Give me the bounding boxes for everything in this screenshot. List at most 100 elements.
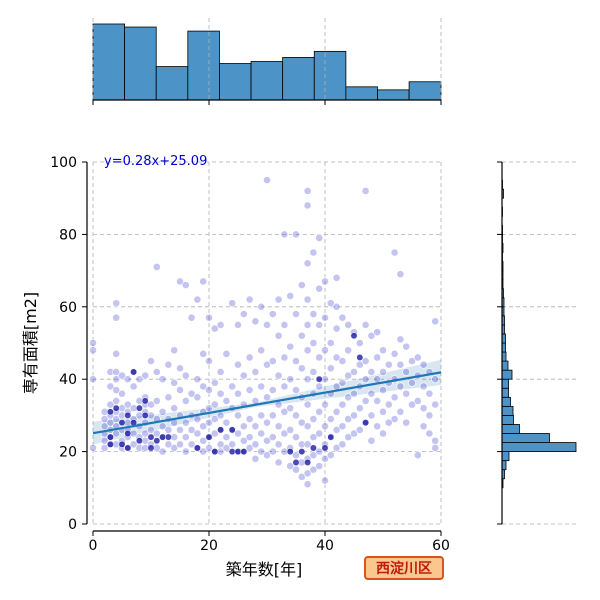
scatter-point	[286, 342, 295, 351]
scatter-point	[118, 389, 126, 398]
scatter-point	[396, 360, 405, 369]
scatter-point	[309, 465, 318, 474]
scatter-point-dense	[240, 448, 248, 456]
y-hist-bar	[501, 424, 520, 434]
scatter-point	[332, 324, 341, 333]
scatter-point-dense	[286, 448, 294, 456]
x-hist-bar	[92, 23, 126, 101]
scatter-point	[251, 422, 260, 431]
scatter-point	[297, 418, 306, 427]
scatter-point	[263, 436, 271, 445]
x-tick-label: 40	[316, 538, 334, 554]
area-badge: 西淀川区	[364, 556, 444, 580]
scatter-point	[361, 397, 370, 405]
scatter-point	[251, 317, 260, 326]
scatter-point	[413, 353, 422, 362]
scatter-point	[274, 331, 283, 340]
scatter-point	[326, 451, 335, 460]
scatter-point	[413, 451, 422, 460]
scatter-point	[257, 302, 266, 311]
y-hist-bar	[501, 360, 509, 371]
scatter-point	[280, 230, 289, 239]
scatter-point	[303, 201, 312, 210]
scatter-point	[292, 451, 300, 460]
scatter-point	[193, 295, 202, 304]
scatter-point-dense	[153, 437, 161, 445]
y-tick-label: 60	[59, 300, 77, 316]
scatter-point-dense	[350, 332, 358, 340]
scatter-point	[292, 310, 300, 318]
scatter-point	[396, 407, 405, 416]
scatter-point	[193, 429, 202, 438]
scatter-point-dense	[228, 448, 236, 456]
scatter-point	[315, 462, 324, 470]
scatter-point	[135, 444, 144, 452]
scatter-point	[390, 248, 399, 257]
scatter-point	[286, 462, 295, 470]
scatter-point	[158, 375, 167, 384]
scatter-point	[286, 425, 295, 434]
scatter-point	[141, 371, 150, 380]
scatter-point	[222, 397, 231, 405]
scatter-point	[257, 429, 266, 438]
scatter-point-dense	[106, 433, 114, 441]
scatter-point	[210, 415, 219, 423]
scatter-point	[164, 360, 173, 369]
scatter-point	[355, 404, 364, 413]
scatter-point	[303, 400, 312, 409]
scatter-point	[402, 342, 411, 351]
scatter-point	[164, 425, 173, 434]
scatter-point	[315, 447, 324, 456]
scatter-point	[222, 349, 231, 358]
scatter-point-dense	[141, 411, 149, 419]
scatter-point-dense	[292, 459, 300, 466]
scatter-point	[100, 444, 109, 452]
scatter-point-dense	[164, 433, 172, 441]
scatter-point	[379, 346, 387, 355]
scatter-point	[321, 313, 329, 322]
scatter-point	[419, 382, 428, 391]
scatter-point-dense	[298, 448, 306, 456]
scatter-point	[355, 360, 364, 369]
scatter-point	[332, 273, 341, 282]
scatter-point	[309, 433, 318, 442]
scatter-point	[425, 429, 434, 438]
regression-line	[92, 371, 442, 435]
scatter-point-dense	[118, 440, 126, 448]
scatter-point	[332, 444, 341, 452]
scatter-point	[210, 429, 219, 438]
x-tick-label: 60	[432, 538, 450, 554]
scatter-point	[147, 425, 155, 434]
scatter-point	[263, 393, 271, 402]
scatter-point	[187, 313, 196, 322]
scatter-point	[199, 349, 208, 358]
scatter-point	[338, 400, 347, 409]
scatter-point	[292, 433, 300, 442]
scatter-point	[350, 368, 358, 376]
scatter-point	[361, 187, 370, 195]
y-tick-label: 100	[50, 155, 77, 171]
x-tick-label: 20	[200, 538, 218, 554]
scatter-point	[292, 230, 300, 239]
scatter-point	[222, 444, 231, 452]
scatter-point	[309, 248, 318, 257]
scatter-point	[315, 407, 324, 416]
scatter-point	[297, 281, 306, 289]
scatter-point	[245, 353, 254, 362]
x-marginal-histogram	[92, 18, 442, 105]
scatter-point	[118, 371, 126, 380]
x-hist-bar	[124, 26, 157, 101]
scatter-point	[402, 389, 411, 398]
scatter-point	[350, 411, 358, 420]
scatter-point	[245, 444, 254, 452]
x-axis-label: 築年数[年]	[226, 560, 303, 579]
scatter-point	[152, 397, 161, 405]
scatter-point	[425, 411, 434, 420]
scatter-point	[431, 317, 440, 326]
scatter-point	[216, 389, 225, 398]
scatter-point	[402, 418, 411, 427]
scatter-point	[245, 415, 254, 423]
scatter-point-dense	[211, 448, 219, 456]
scatter-point	[176, 277, 184, 286]
scatter-point	[315, 382, 324, 391]
